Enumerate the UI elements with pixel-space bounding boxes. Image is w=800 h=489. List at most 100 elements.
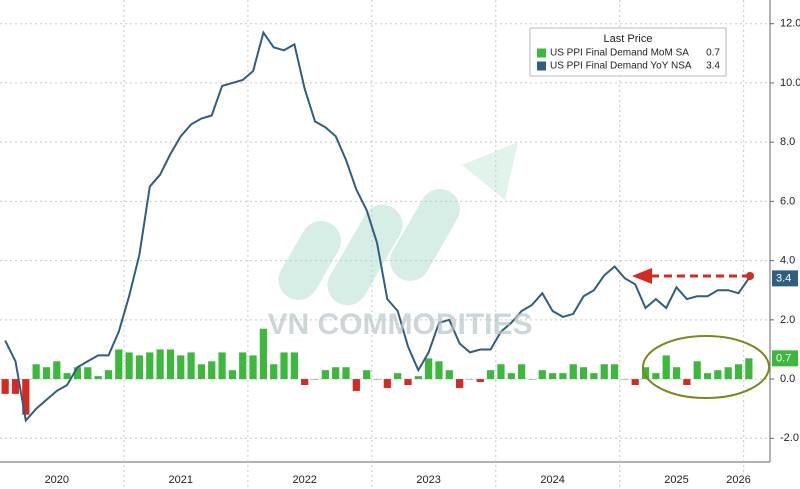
bar bbox=[373, 379, 381, 380]
bar bbox=[166, 349, 175, 380]
y-tick-label: 12.0 bbox=[780, 18, 800, 30]
x-tick-label: 2025 bbox=[664, 474, 688, 486]
bar bbox=[63, 373, 71, 380]
bar bbox=[600, 364, 608, 380]
x-tick-label: 2024 bbox=[540, 474, 564, 486]
bar bbox=[301, 379, 309, 385]
y-tick-label: 8.0 bbox=[780, 136, 795, 148]
bar bbox=[394, 373, 402, 380]
bar bbox=[714, 370, 722, 380]
annotation-dot bbox=[746, 272, 754, 280]
y-tick-label: 10.0 bbox=[780, 77, 800, 89]
legend-box bbox=[529, 27, 727, 77]
bar bbox=[94, 376, 102, 380]
bar bbox=[228, 370, 237, 380]
bar bbox=[610, 364, 619, 380]
bar bbox=[507, 373, 515, 380]
bar bbox=[404, 379, 412, 385]
bar bbox=[208, 361, 216, 380]
legend-label: US PPI Final Demand MoM SA bbox=[550, 48, 689, 59]
bar bbox=[631, 379, 639, 385]
bar bbox=[590, 373, 598, 380]
bar bbox=[290, 352, 298, 380]
bar bbox=[352, 379, 360, 391]
bar bbox=[476, 379, 484, 383]
bar bbox=[32, 364, 40, 380]
watermark-logo bbox=[278, 142, 518, 306]
bar bbox=[249, 355, 257, 380]
bar bbox=[672, 367, 681, 380]
bar bbox=[311, 379, 319, 380]
bar bbox=[22, 379, 30, 415]
bar bbox=[497, 364, 505, 380]
bar bbox=[125, 352, 133, 380]
annotation-ellipse bbox=[642, 335, 770, 399]
x-tick-label: 2026 bbox=[726, 474, 750, 486]
value-tag-label: 3.4 bbox=[776, 272, 791, 284]
bar bbox=[425, 358, 433, 380]
bar bbox=[73, 367, 82, 380]
bar bbox=[569, 364, 577, 380]
bar bbox=[383, 379, 391, 388]
bar bbox=[187, 352, 195, 380]
bar bbox=[703, 373, 712, 380]
bar bbox=[548, 373, 557, 380]
bar bbox=[641, 367, 650, 380]
bar bbox=[734, 364, 743, 380]
bar bbox=[579, 367, 588, 380]
y-tick-label: 6.0 bbox=[780, 195, 795, 207]
bar bbox=[11, 379, 20, 394]
bar bbox=[42, 367, 51, 380]
bar bbox=[683, 379, 691, 385]
bar bbox=[321, 370, 329, 380]
bar bbox=[53, 361, 61, 380]
bar bbox=[559, 373, 567, 380]
bar bbox=[84, 367, 92, 380]
bar bbox=[197, 364, 206, 380]
bar bbox=[652, 373, 660, 380]
line bbox=[4, 30, 750, 423]
bar bbox=[466, 379, 474, 380]
legend-value: 3.4 bbox=[706, 61, 720, 72]
bar bbox=[104, 370, 113, 380]
y-tick-label: 4.0 bbox=[780, 255, 795, 267]
bar bbox=[218, 352, 226, 380]
legend-title: Last Price bbox=[604, 33, 653, 45]
bar bbox=[445, 370, 453, 380]
legend-label: US PPI Final Demand YoY NSA bbox=[550, 61, 692, 72]
legend-swatch bbox=[537, 48, 546, 58]
x-tick-label: 2022 bbox=[292, 474, 316, 486]
bar bbox=[745, 358, 753, 380]
bar bbox=[135, 355, 144, 380]
y-tick-label: -2.0 bbox=[780, 432, 799, 444]
bar bbox=[280, 352, 288, 380]
x-tick-label: 2023 bbox=[416, 474, 440, 486]
bar bbox=[693, 361, 701, 380]
value-tag-label: 0.7 bbox=[776, 352, 791, 364]
bar bbox=[156, 349, 164, 380]
bar bbox=[270, 364, 278, 380]
bar bbox=[239, 352, 247, 380]
legend-swatch bbox=[537, 61, 546, 71]
bar bbox=[528, 379, 536, 380]
bar bbox=[1, 379, 9, 394]
legend-value: 0.7 bbox=[706, 48, 720, 59]
y-tick-label: 2.0 bbox=[780, 314, 795, 326]
bar bbox=[146, 352, 154, 380]
bar bbox=[487, 370, 495, 380]
bar bbox=[456, 379, 464, 388]
x-tick-label: 2021 bbox=[169, 474, 193, 486]
bar bbox=[177, 355, 185, 380]
bar bbox=[662, 355, 670, 380]
x-tick-label: 2020 bbox=[45, 474, 69, 486]
bar bbox=[435, 361, 443, 380]
value-tag bbox=[772, 270, 798, 287]
bar bbox=[259, 328, 267, 380]
annotation-arrowhead bbox=[632, 268, 652, 284]
bar bbox=[414, 376, 422, 380]
legend: Last Price US PPI Final Demand MoM SA 0.7… bbox=[529, 27, 727, 77]
bar bbox=[517, 364, 526, 380]
bar bbox=[115, 349, 123, 380]
